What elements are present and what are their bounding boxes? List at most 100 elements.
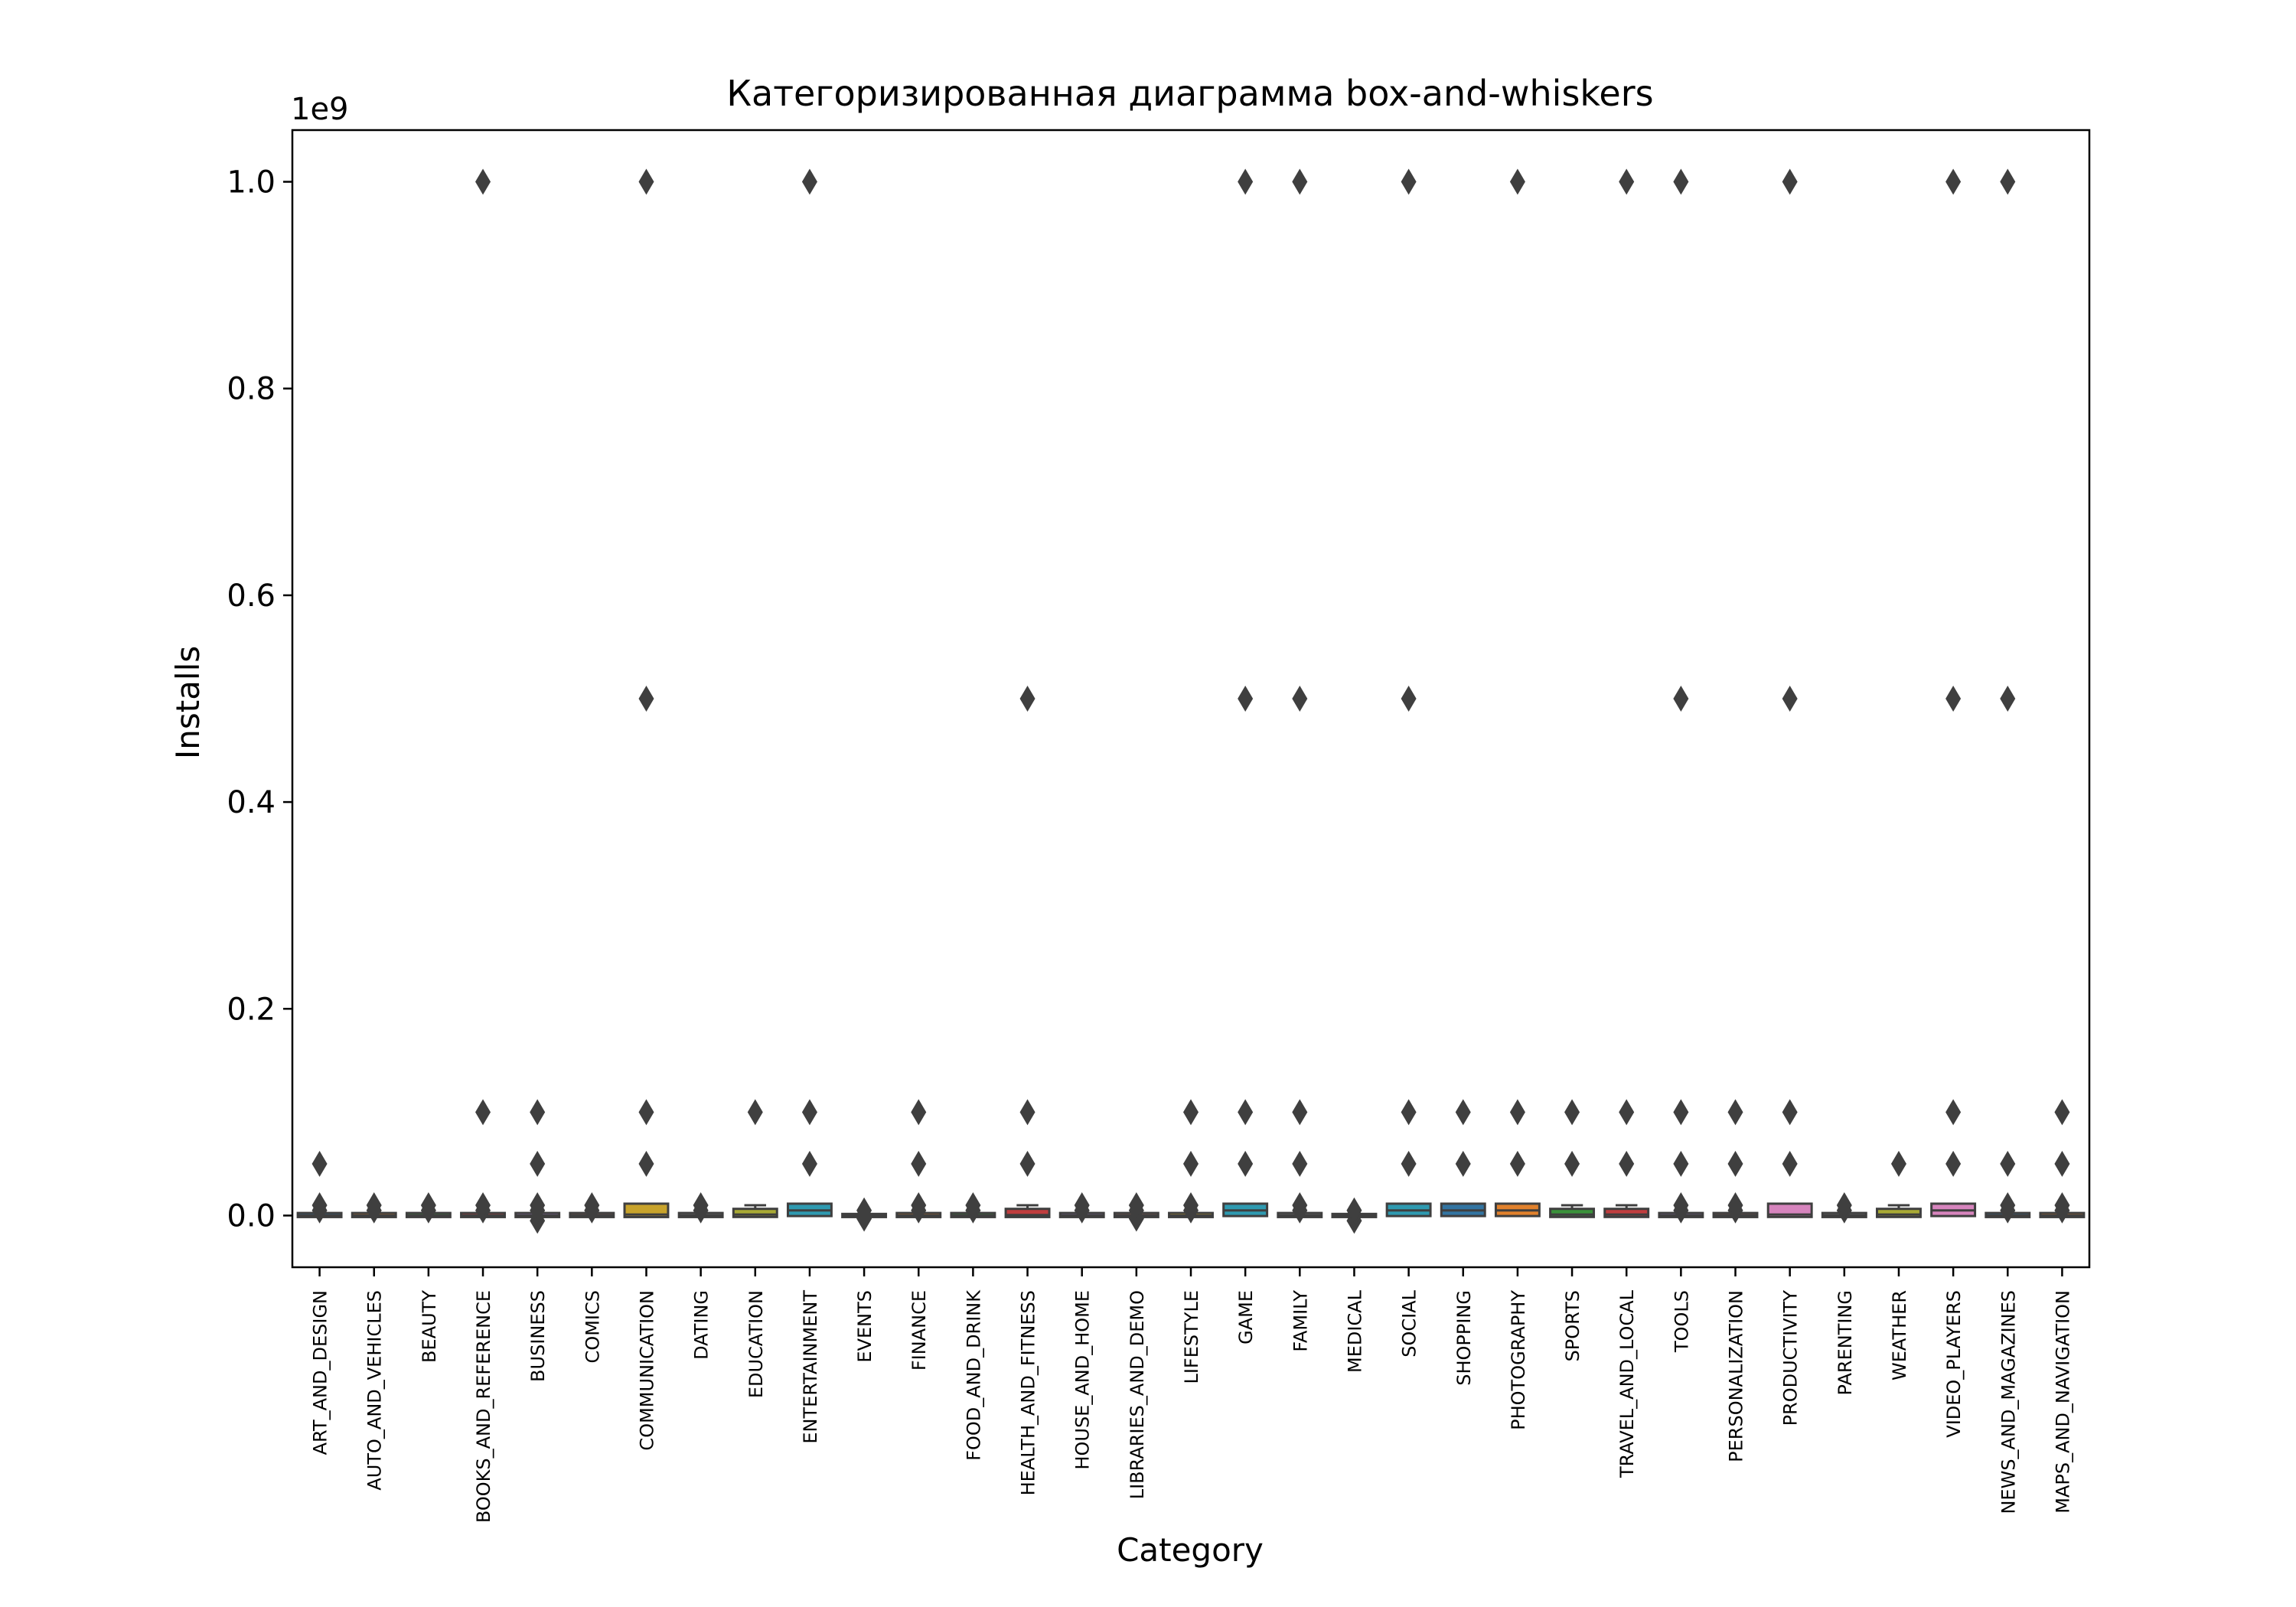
box-libraries-and-demo — [1113, 1191, 1159, 1232]
box-parenting — [1821, 1191, 1867, 1224]
outlier-point — [530, 1099, 546, 1126]
outlier-point — [1238, 1099, 1254, 1126]
outlier-point — [2054, 1191, 2070, 1218]
outlier-point — [1238, 686, 1254, 712]
outlier-point — [311, 1197, 328, 1224]
box-body — [732, 1208, 778, 1218]
outlier-point — [1074, 1191, 1090, 1218]
x-tick-label: EVENTS — [854, 1290, 876, 1363]
x-tick-label: WEATHER — [1889, 1290, 1910, 1380]
outlier-point — [1782, 1099, 1798, 1126]
x-tick-label: BOOKS_AND_REFERENCE — [473, 1290, 494, 1523]
y-tick-label: 0.0 — [227, 1198, 276, 1234]
box-auto-and-vehicles — [351, 1191, 397, 1224]
outlier-point — [1183, 1150, 1199, 1177]
box-education — [732, 1099, 778, 1218]
x-tick-label: PRODUCTIVITY — [1780, 1290, 1802, 1426]
x-tick-label: VIDEO_PLAYERS — [1943, 1290, 1965, 1438]
outlier-point — [1564, 1099, 1580, 1126]
x-tick-label: GAME — [1235, 1290, 1257, 1345]
outlier-point — [1292, 1191, 1308, 1218]
x-tick-label: MAPS_AND_NAVIGATION — [2052, 1290, 2073, 1514]
x-tick-label: PARENTING — [1835, 1290, 1856, 1395]
outlier-point — [1401, 1099, 1417, 1126]
outlier-point — [1292, 686, 1308, 712]
outlier-point — [1564, 1150, 1580, 1177]
outlier-point — [1292, 1150, 1308, 1177]
outlier-point — [638, 168, 654, 195]
x-tick-label: EDUCATION — [745, 1290, 767, 1398]
box-shopping — [1440, 1099, 1486, 1217]
outlier-point — [801, 1150, 817, 1177]
x-tick-label: HOUSE_AND_HOME — [1072, 1290, 1094, 1470]
box-family — [1277, 168, 1323, 1224]
outlier-point — [475, 1191, 491, 1218]
x-tick-label: MEDICAL — [1344, 1289, 1365, 1373]
outlier-point — [1836, 1191, 1852, 1218]
x-tick-label: COMMUNICATION — [636, 1290, 657, 1451]
outlier-point — [1019, 686, 1035, 712]
box-medical — [1331, 1197, 1378, 1234]
x-tick-label: HEALTH_AND_FITNESS — [1018, 1290, 1039, 1495]
x-tick-label: PERSONALIZATION — [1726, 1290, 1747, 1462]
box-weather — [1876, 1150, 1922, 1218]
y-tick-label: 0.6 — [227, 579, 276, 614]
outlier-point — [1945, 1099, 1962, 1126]
box-books-and-reference — [460, 168, 506, 1224]
outlier-point — [1183, 1191, 1199, 1218]
x-tick-label: SHOPPING — [1453, 1290, 1475, 1386]
outlier-point — [1727, 1099, 1743, 1126]
outlier-point — [366, 1191, 382, 1218]
x-tick-label: FINANCE — [908, 1290, 930, 1371]
outlier-point — [1673, 686, 1689, 712]
x-axis-label: Category — [1117, 1531, 1264, 1569]
outlier-point — [1401, 168, 1417, 195]
box-health-and-fitness — [1004, 686, 1051, 1218]
outlier-point — [1019, 1150, 1035, 1177]
box-tools — [1658, 168, 1704, 1224]
outlier-point — [2000, 1191, 2016, 1218]
box-sports — [1549, 1099, 1596, 1218]
outlier-point — [2000, 686, 2016, 712]
y-tick-label: 0.4 — [227, 785, 276, 820]
box-communication — [623, 168, 670, 1218]
plot-frame — [291, 129, 2091, 1269]
outlier-point — [1128, 1191, 1144, 1218]
outlier-point — [1509, 1099, 1525, 1126]
outlier-point — [1673, 168, 1689, 195]
outlier-point — [1509, 168, 1525, 195]
y-tick-label: 0.2 — [227, 992, 276, 1027]
outlier-point — [1455, 1099, 1471, 1126]
outlier-point — [311, 1150, 328, 1177]
box-body — [1876, 1208, 1922, 1218]
outlier-point — [801, 168, 817, 195]
outlier-point — [1238, 168, 1254, 195]
outlier-point — [2054, 1150, 2070, 1177]
x-tick-label: FAMILY — [1290, 1290, 1311, 1352]
outlier-point — [1019, 1099, 1035, 1126]
x-tick-label: SOCIAL — [1399, 1289, 1420, 1357]
outlier-point — [1509, 1150, 1525, 1177]
outlier-point — [911, 1099, 927, 1126]
outlier-point — [1346, 1197, 1362, 1224]
box-body — [1603, 1208, 1650, 1218]
box-lifestyle — [1168, 1099, 1214, 1224]
box-beauty — [405, 1191, 452, 1224]
box-series — [296, 168, 2086, 1234]
outlier-point — [638, 1099, 654, 1126]
outlier-point — [801, 1099, 817, 1126]
outlier-point — [965, 1191, 981, 1218]
outlier-point — [475, 168, 491, 195]
outlier-point — [2054, 1099, 2070, 1126]
outlier-point — [911, 1150, 927, 1177]
box-productivity — [1766, 168, 1813, 1218]
y-tick-label: 0.8 — [227, 372, 276, 407]
outlier-point — [1619, 168, 1635, 195]
outlier-point — [1292, 168, 1308, 195]
outlier-point — [1673, 1191, 1689, 1218]
outlier-point — [1455, 1150, 1471, 1177]
box-game — [1222, 168, 1269, 1217]
box-food-and-drink — [950, 1191, 996, 1224]
outlier-point — [420, 1191, 436, 1218]
x-tick-label: BUSINESS — [527, 1290, 549, 1382]
